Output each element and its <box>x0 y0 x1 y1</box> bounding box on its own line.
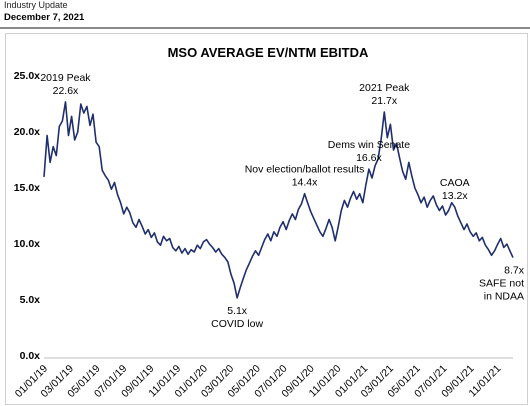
annotation-text: 13.2x <box>442 190 468 202</box>
y-tick-label: 5.0x <box>20 294 41 306</box>
report-category: Industry Update <box>4 0 68 10</box>
annotation-text: 22.6x <box>53 85 79 97</box>
chart-title: MSO AVERAGE EV/NTM EBITDA <box>168 45 369 60</box>
series-line <box>43 101 514 299</box>
annotation-text: COVID low <box>211 318 263 330</box>
y-tick-label: 15.0x <box>14 182 40 194</box>
x-axis: 01/01/1903/01/1905/01/1907/01/1909/01/19… <box>13 357 513 400</box>
annotation-text: 16.6x <box>356 152 382 164</box>
y-tick-label: 25.0x <box>14 70 40 82</box>
annotation-text: SAFE not <box>479 278 524 290</box>
annotation-text: 8.7x <box>504 265 525 277</box>
annotation-text: 14.4x <box>292 177 318 189</box>
annotation-text: 2019 Peak <box>40 72 91 84</box>
annotation-text: CAOA <box>440 177 470 189</box>
y-axis: 0.0x 5.0x 10.0x 15.0x 20.0x 25.0x <box>14 70 40 362</box>
annotation-text: Nov election/ballot results <box>245 164 365 176</box>
annotation-text: in NDAA <box>484 291 524 303</box>
y-tick-label: 20.0x <box>14 126 40 138</box>
annotation-text: 2021 Peak <box>359 82 410 94</box>
annotation-text: 21.7x <box>371 95 397 107</box>
report-date: December 7, 2021 <box>4 12 85 23</box>
chart-panel <box>5 33 528 405</box>
series-group <box>43 101 514 299</box>
y-tick-label: 10.0x <box>14 238 40 250</box>
annotation-text: 5.1x <box>227 305 248 317</box>
annotation-text: Dems win Senate <box>328 139 410 151</box>
y-tick-label: 0.0x <box>20 350 41 362</box>
header-divider <box>0 27 530 29</box>
